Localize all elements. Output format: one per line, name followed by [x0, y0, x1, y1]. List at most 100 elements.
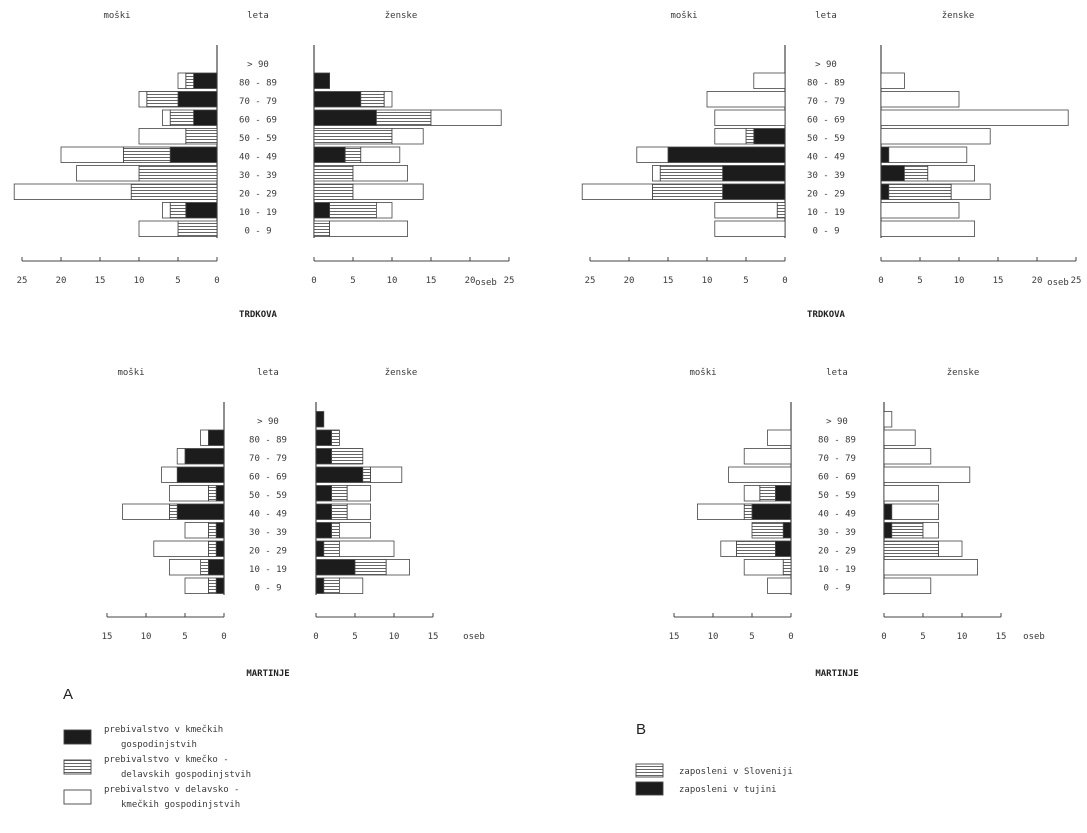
bar-male-tujina: [751, 503, 792, 520]
bar-male-tujina: [775, 540, 792, 557]
age-group-label: 80 - 89: [249, 436, 287, 446]
male-tick-label: 10: [708, 632, 719, 642]
bar-male-delavsko_kmecka: [153, 540, 209, 557]
bar-male-kmecka: [176, 466, 225, 483]
bar-male-kmecka: [193, 109, 218, 126]
age-group-label: 50 - 59: [249, 491, 287, 501]
village-name: TRDKOVA: [239, 310, 278, 320]
bar-male-tujina: [722, 183, 786, 200]
age-group-label: 60 - 69: [239, 116, 277, 126]
bar-male-delavsko_kmecka: [184, 577, 209, 594]
pyramid-A_martinje: moški leta ženske > 90 80 - 89 70 - 79 60 - 69…: [102, 367, 485, 679]
age-group-label: 40 - 49: [239, 153, 277, 163]
bar-male-ostali: [720, 540, 737, 557]
bar-male-delavsko_kmecka: [60, 146, 124, 163]
bar-female-ostali: [891, 503, 939, 520]
header-female-label: ženske: [942, 11, 975, 21]
bar-female-kmecko_delavska: [331, 522, 340, 539]
bar-male-ostali: [743, 559, 784, 576]
male-tick-label: 15: [95, 276, 106, 286]
bar-male-kmecko_delavska: [177, 220, 218, 237]
bar-female-ostali: [938, 540, 963, 557]
bar-male-kmecka: [193, 72, 218, 89]
pyramid-B_trdkova: moški leta ženske > 90 80 - 89 70 - 79 60 - 69…: [581, 10, 1082, 320]
age-group-label: 70 - 79: [818, 454, 856, 464]
bar-male-ostali: [743, 485, 761, 502]
bar-female-kmecko_delavska: [329, 202, 377, 219]
age-group-label: 70 - 79: [239, 97, 277, 107]
bar-male-kmecka: [215, 577, 225, 594]
bar-female-ostali: [883, 559, 978, 576]
bar-male-ostali: [697, 503, 745, 520]
legend-swatch-kmecko_delavska: [63, 759, 92, 775]
bar-male-slovenija: [759, 485, 776, 502]
legend-label: prebivalstvo v kmečkih: [104, 724, 223, 735]
bar-female-kmecka: [313, 91, 362, 108]
legend-label: gospodinjstvih: [121, 740, 197, 750]
bar-female-ostali: [883, 411, 893, 428]
bar-female-ostali: [888, 146, 968, 163]
bar-female-ostali: [880, 72, 905, 89]
female-tick-label: 25: [504, 276, 515, 286]
bar-male-tujina: [667, 146, 786, 163]
header-male-label: moški: [103, 10, 130, 21]
bar-male-tujina: [775, 485, 792, 502]
age-group-label: 10 - 19: [807, 208, 845, 218]
bar-male-delavsko_kmecka: [176, 448, 186, 465]
bar-female-kmecka: [315, 448, 333, 465]
header-age-label: leta: [815, 11, 837, 21]
age-group-label: 60 - 69: [249, 473, 287, 483]
bar-female-kmecka: [313, 109, 377, 126]
bar-female-kmecka: [315, 559, 356, 576]
age-group-label: 0 - 9: [812, 227, 839, 237]
village-name: MARTINJE: [815, 669, 858, 679]
male-tick-label: 0: [214, 276, 219, 286]
age-group-label: > 90: [257, 417, 279, 427]
bar-female-ostali: [927, 165, 975, 182]
bar-female-kmecko_delavska: [331, 448, 364, 465]
male-tick-label: 25: [17, 276, 28, 286]
bar-male-delavsko_kmecka: [168, 485, 209, 502]
bar-female-ostali: [880, 109, 1069, 126]
age-group-label: 40 - 49: [249, 510, 287, 520]
bar-male-ostali: [767, 429, 792, 446]
bar-female-kmecko_delavska: [313, 128, 393, 145]
legend-a-letter: A: [63, 686, 73, 703]
bar-male-ostali: [652, 165, 661, 182]
female-tick-label: 5: [920, 632, 925, 642]
bar-male-ostali: [743, 448, 792, 465]
bar-male-delavsko_kmecka: [122, 503, 170, 520]
female-tick-label: 15: [426, 276, 437, 286]
bar-male-kmecka: [184, 448, 225, 465]
age-group-label: 30 - 39: [818, 528, 856, 538]
age-group-label: 80 - 89: [818, 436, 856, 446]
bar-female-kmecka: [315, 485, 333, 502]
bar-female-kmecka: [313, 202, 331, 219]
bar-female-kmecko_delavska: [313, 220, 331, 237]
bar-male-delavsko_kmecka: [161, 466, 178, 483]
header-female-label: ženske: [385, 368, 418, 378]
bar-male-ostali: [767, 577, 792, 594]
male-tick-label: 15: [669, 632, 680, 642]
bar-female-kmecka: [315, 411, 325, 428]
bar-male-kmecko_delavska: [185, 72, 195, 89]
age-group-label: 30 - 39: [807, 171, 845, 181]
bar-female-ostali: [883, 448, 932, 465]
male-tick-label: 20: [624, 276, 635, 286]
bar-male-delavsko_kmecka: [138, 91, 148, 108]
unit-label: oseb: [463, 632, 485, 642]
age-group-label: 50 - 59: [239, 134, 277, 144]
bar-male-kmecko_delavska: [207, 485, 217, 502]
age-group-label: 80 - 89: [239, 79, 277, 89]
unit-label: oseb: [475, 278, 497, 288]
female-tick-label: 25: [1071, 276, 1082, 286]
female-tick-label: 10: [957, 632, 968, 642]
bar-female-kmecka: [315, 429, 333, 446]
legend-swatch-tujina: [635, 781, 664, 796]
bar-female-tujina: [880, 146, 890, 163]
bar-female-delavsko_kmecka: [352, 183, 424, 200]
bar-male-ostali: [706, 91, 786, 108]
bar-female-kmecko_delavska: [375, 109, 432, 126]
